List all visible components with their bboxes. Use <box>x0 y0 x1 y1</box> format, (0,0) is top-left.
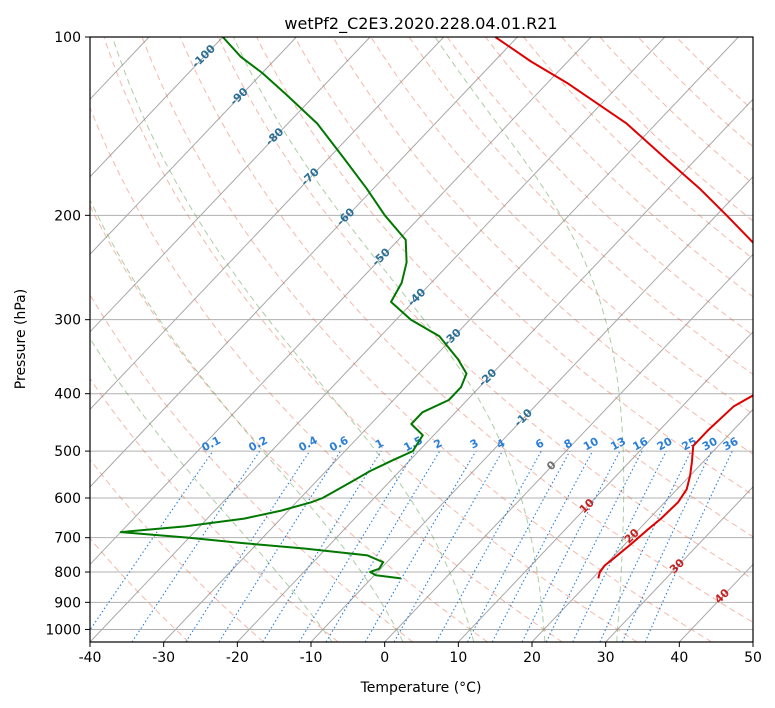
dry-adiabat <box>294 37 753 496</box>
x-tick-label: 20 <box>523 650 541 666</box>
dry-adiabat <box>90 293 414 642</box>
x-axis-label: Temperature (°C) <box>360 680 482 696</box>
y-tick-label: 200 <box>54 208 81 224</box>
y-tick-label: 700 <box>54 531 81 547</box>
isotherm-line <box>90 37 666 642</box>
plot-area: 0.1 0.2 0.4 0.6 1 1.5 2 3 4 6 8 10 13 16 20 25 30 36-100-… <box>90 37 753 642</box>
isotherm-line <box>90 37 592 566</box>
dry-adiabat <box>217 37 753 580</box>
isotherm-line <box>90 37 371 333</box>
x-tick-label: -30 <box>152 650 175 666</box>
x-tick-label: 10 <box>449 650 467 666</box>
mixing-ratio-line <box>90 450 214 631</box>
temperature-trace <box>494 37 753 579</box>
dry-adiabat <box>370 37 753 415</box>
mixing-ratio-label: 16 <box>631 435 651 454</box>
y-tick-label: 500 <box>54 444 81 460</box>
mixing-ratio-line <box>298 450 416 642</box>
moist-adiabat <box>90 199 404 642</box>
isotherm-line <box>457 331 753 642</box>
y-tick-label: 800 <box>54 565 81 581</box>
mixing-ratio-line <box>435 450 542 642</box>
moist-adiabat <box>233 37 546 642</box>
y-tick-label: 600 <box>54 491 81 507</box>
x-tick-label: -10 <box>300 650 323 666</box>
mixing-ratio-label: 36 <box>721 435 741 454</box>
y-tick-label: 1000 <box>45 622 81 638</box>
mixing-ratio-label: 30 <box>700 435 720 454</box>
axes: -40 -30 -20 -10 0 10 20 30 40 50 100 200 300 400 500 60… <box>45 30 762 666</box>
y-tick-label: 400 <box>54 387 81 403</box>
x-tick-label: 30 <box>597 650 615 666</box>
mixing-ratio-line <box>185 450 311 642</box>
moist-adiabat <box>434 37 625 642</box>
isotherm-line <box>605 486 753 642</box>
isotherm-line <box>90 37 224 178</box>
dry-adiabat <box>103 37 638 642</box>
x-tick-label: -40 <box>79 650 102 666</box>
isotherm-line <box>236 98 753 642</box>
dry-adiabat <box>179 37 753 623</box>
moist-adiabat <box>111 37 475 642</box>
mixing-ratio-line <box>262 450 382 642</box>
mixing-ratio-line <box>393 450 503 642</box>
dry-adiabat <box>485 37 753 298</box>
isotherm-line <box>531 408 753 642</box>
mixing-ratio-label: 20 <box>655 435 675 454</box>
mixing-ratio-line <box>572 450 667 642</box>
mixing-ratio-line <box>644 450 733 642</box>
y-tick-label: 100 <box>54 30 81 46</box>
x-tick-label: 50 <box>744 650 762 666</box>
mixing-ratio-line <box>325 450 441 642</box>
mixing-ratio-line <box>364 450 477 642</box>
dry-adiabat <box>408 37 753 375</box>
mixing-ratio-label: 13 <box>608 435 628 454</box>
dry-adiabat <box>332 37 753 455</box>
y-axis-label: Pressure (hPa) <box>13 289 29 389</box>
plot-frame <box>89 36 754 643</box>
mixing-ratio-line <box>621 450 712 642</box>
x-tick-label: 40 <box>670 650 688 666</box>
mixing-ratio-label: 25 <box>680 435 700 454</box>
dry-adiabat <box>599 37 753 185</box>
dry-adiabat <box>141 37 712 642</box>
mixing-ratio-line <box>467 450 571 642</box>
dewpoint-trace <box>119 37 468 580</box>
y-tick-label: 300 <box>54 313 81 329</box>
isotherm-line <box>90 37 445 411</box>
x-tick-label: -20 <box>226 650 249 666</box>
isotherm-line <box>384 253 753 642</box>
mixing-ratio-label: 10 <box>581 435 601 454</box>
y-tick-label: 900 <box>54 595 81 611</box>
dry-adiabat <box>90 458 264 642</box>
isotherm-line <box>90 37 518 488</box>
dry-adiabat <box>90 106 563 642</box>
x-tick-label: 0 <box>380 650 389 666</box>
dry-adiabat <box>446 37 753 336</box>
mixing-ratio-line <box>599 450 692 642</box>
dry-adiabat <box>637 37 753 148</box>
chart-title: wetPf2_C2E3.2020.228.04.01.R21 <box>284 14 557 34</box>
isotherm-line <box>90 37 297 256</box>
isotherm-line <box>310 176 753 642</box>
